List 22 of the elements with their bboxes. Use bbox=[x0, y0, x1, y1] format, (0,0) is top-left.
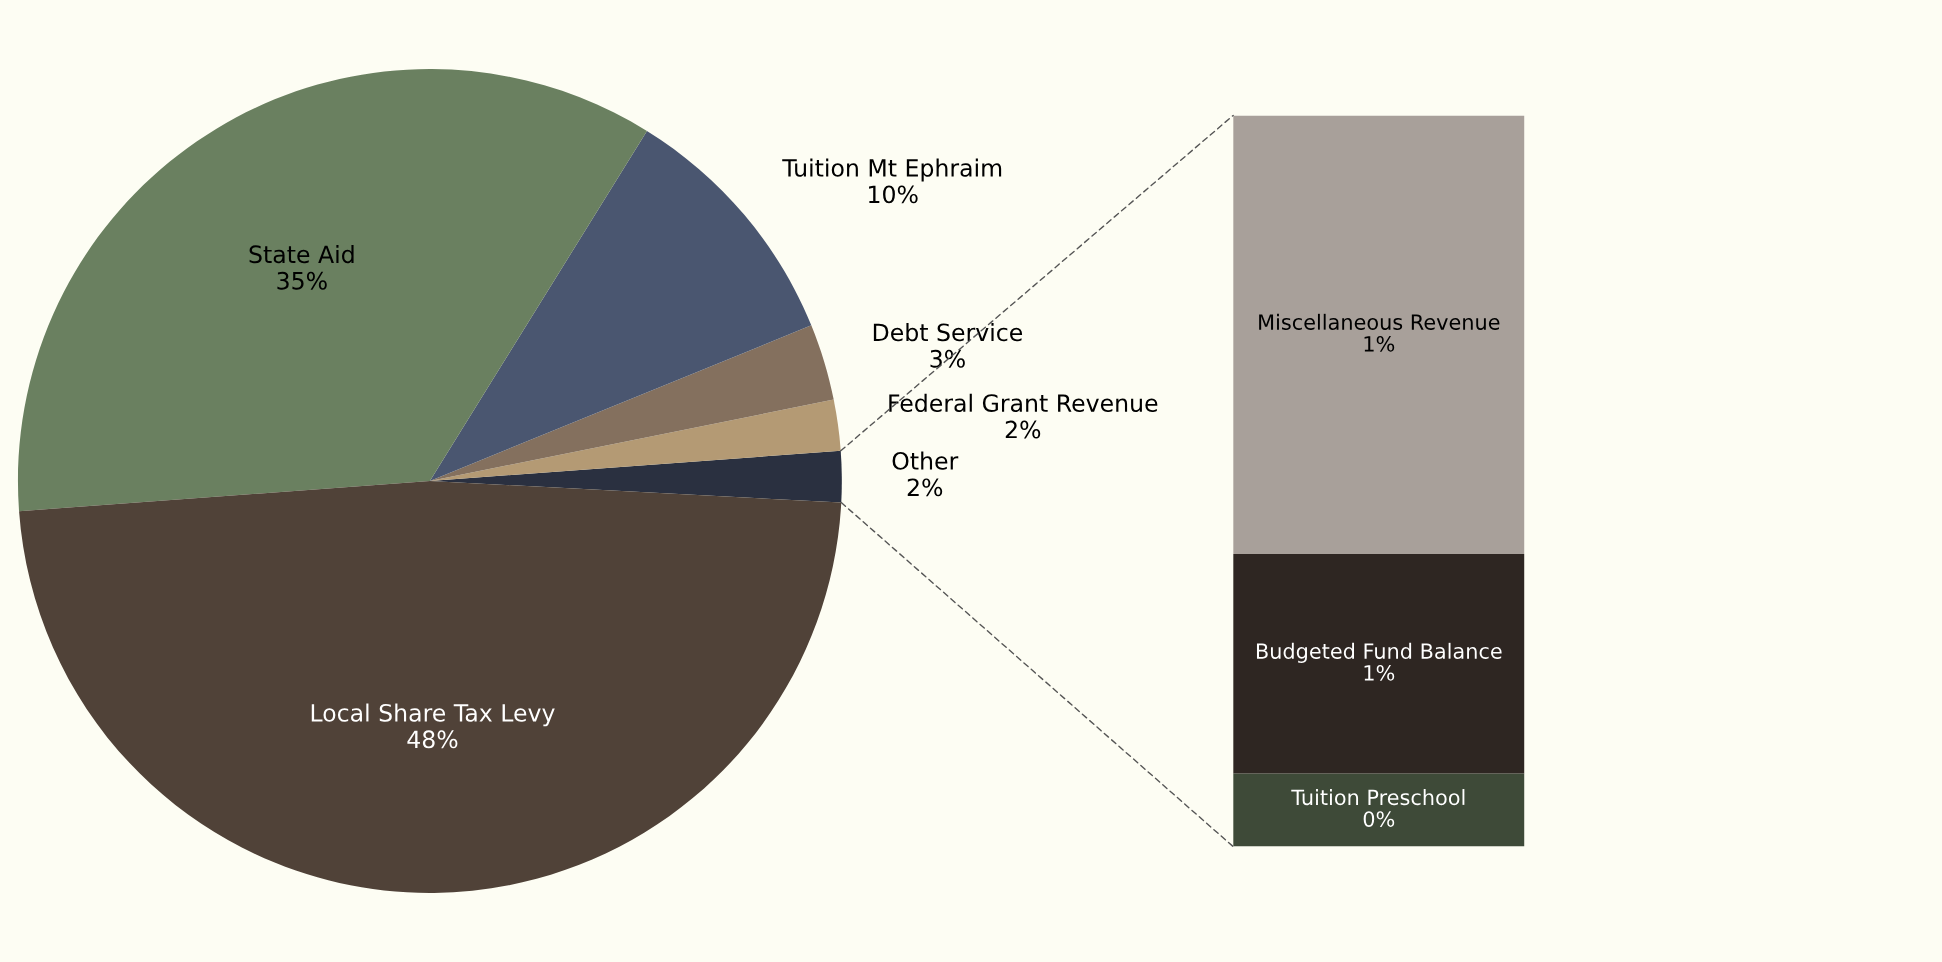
series-label: Miscellaneous Revenue bbox=[1259, 313, 1500, 330]
data-label: 2% bbox=[1005, 420, 1041, 439]
data-label: 1% bbox=[1364, 335, 1395, 352]
data-label: 1% bbox=[1364, 664, 1395, 681]
slice-label: Debt Service bbox=[873, 323, 1023, 342]
data-label: 35% bbox=[277, 271, 327, 290]
pie-slice bbox=[19, 481, 842, 893]
slice-label: Tuition Mt Ephraim bbox=[782, 158, 1002, 182]
data-label: 2% bbox=[907, 478, 943, 497]
data-label: 10% bbox=[869, 185, 918, 204]
slice-label: Other bbox=[892, 451, 959, 470]
slice-label: State Aid bbox=[249, 244, 354, 264]
slice-label: Federal Grant Revenue bbox=[889, 393, 1158, 413]
pie-slice bbox=[429, 399, 841, 481]
pie-slice bbox=[429, 325, 834, 481]
data-label: 48% bbox=[407, 730, 458, 749]
pie-slice bbox=[18, 69, 647, 512]
data-label: 3% bbox=[930, 349, 965, 368]
series-label: Tuition Preschool bbox=[1291, 789, 1465, 806]
series-label: Budgeted Fund Balance bbox=[1256, 642, 1502, 663]
data-label: 0% bbox=[1363, 811, 1395, 827]
slice-label: Local Share Tax Levy bbox=[311, 703, 555, 727]
